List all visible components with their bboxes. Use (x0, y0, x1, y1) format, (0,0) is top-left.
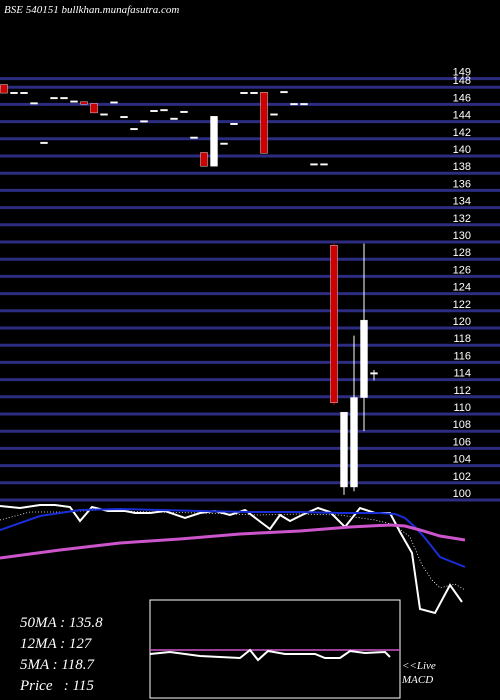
ma-50-line (0, 523, 466, 560)
candle-body (280, 91, 288, 94)
macd-frame (149, 599, 401, 699)
y-tick-label: 104 (453, 454, 471, 466)
candle-body (150, 110, 158, 113)
y-tick-label: 140 (453, 144, 471, 156)
y-tick-label: 102 (453, 471, 471, 483)
candle-body (240, 92, 248, 94)
candle-body (350, 397, 358, 488)
grid (0, 77, 500, 502)
macd-line (149, 648, 391, 662)
price-stat: Price : 115 (20, 678, 94, 694)
candle-body (170, 117, 178, 120)
candle-body (80, 101, 88, 105)
candle-body (40, 141, 48, 144)
candle-body (230, 122, 238, 125)
y-tick-label: 138 (453, 161, 471, 173)
candle-body (70, 100, 78, 103)
y-tick-label: 130 (453, 230, 471, 242)
y-tick-label: 108 (453, 419, 471, 431)
macd-panel (149, 599, 401, 699)
candle-body (130, 128, 138, 131)
y-tick-label: 120 (453, 316, 471, 328)
y-tick-label: 112 (453, 385, 471, 397)
candle-body (100, 113, 108, 116)
candle-body (20, 92, 28, 94)
y-tick-label: 116 (453, 350, 471, 362)
candle-body (320, 163, 328, 166)
candle-body (210, 116, 218, 167)
watermark: BSE 540151 bullkhan.munafasutra.com (4, 4, 180, 16)
candle-body (60, 97, 68, 100)
price-line (0, 504, 463, 615)
candle-body (0, 84, 8, 94)
macd-label: MACD (402, 674, 434, 686)
y-tick-label: 142 (453, 127, 471, 139)
candle-body (250, 92, 258, 94)
candle-body (360, 319, 368, 398)
candle-body (370, 372, 378, 375)
candle-body (190, 136, 198, 139)
ma5-stat: 5MA : 118.7 (20, 657, 95, 673)
candle-body (180, 110, 188, 113)
candle-body (260, 92, 268, 154)
live-label: <<Live (402, 660, 436, 672)
candle-body (300, 103, 308, 106)
candles (0, 84, 378, 495)
candle-body (290, 103, 298, 106)
candle-body (140, 120, 148, 123)
moving-average-panel (0, 504, 466, 615)
candle-body (220, 142, 228, 145)
y-tick-label: 136 (453, 178, 471, 190)
candle-body (160, 109, 168, 112)
candle-body (340, 411, 348, 488)
candle-body (270, 113, 278, 116)
candle-body (10, 92, 18, 94)
candle-body (200, 152, 208, 167)
candle-body (50, 97, 58, 100)
candle-body (90, 103, 98, 114)
candle-body (330, 245, 338, 403)
y-tick-label: 126 (453, 264, 471, 276)
candle-body (110, 101, 118, 104)
y-tick-label: 132 (453, 213, 471, 225)
y-tick-label: 106 (453, 436, 471, 448)
y-tick-label: 118 (453, 333, 471, 345)
candle-body (310, 163, 318, 166)
y-tick-label: 110 (453, 402, 471, 414)
y-tick-label: 124 (453, 282, 471, 294)
y-tick-label: 144 (453, 110, 471, 122)
y-tick-label: 134 (453, 196, 471, 208)
y-tick-label: 114 (453, 368, 471, 380)
y-tick-label: 122 (453, 299, 471, 311)
y-tick-label: 148 (453, 75, 471, 87)
y-tick-label: 146 (453, 92, 471, 104)
y-tick-label: 149 (453, 67, 471, 79)
y-tick-label: 100 (453, 488, 471, 500)
candle-body (120, 116, 128, 119)
ma50-stat: 50MA : 135.8 (20, 615, 103, 631)
ma-12-line (0, 507, 466, 568)
candle-body (30, 102, 38, 105)
y-tick-label: 128 (453, 247, 471, 259)
ma12-stat: 12MA : 127 (20, 636, 92, 652)
